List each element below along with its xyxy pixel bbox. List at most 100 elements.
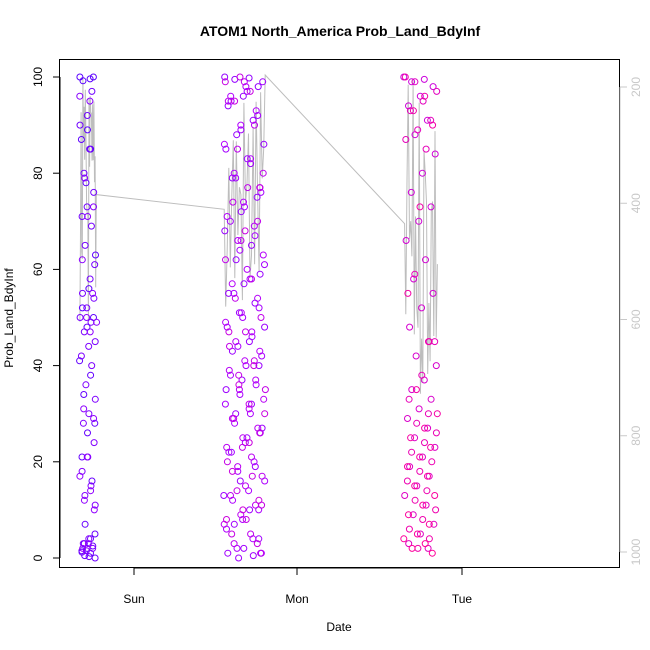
data-point <box>81 174 89 182</box>
data-point <box>233 131 241 139</box>
data-point <box>413 419 421 427</box>
data-point <box>248 453 255 461</box>
data-point <box>83 304 91 312</box>
data-point <box>428 458 436 466</box>
data-point <box>242 83 250 91</box>
data-point <box>258 472 266 480</box>
y-tick-label: 40 <box>31 359 45 373</box>
data-point <box>88 477 96 485</box>
data-point <box>85 285 93 293</box>
data-point <box>411 496 419 504</box>
data-point <box>245 400 253 408</box>
data-point <box>239 516 247 523</box>
y-tick-label: 60 <box>31 262 45 276</box>
data-point <box>227 371 234 379</box>
data-point <box>418 304 426 312</box>
data-point <box>243 155 251 163</box>
data-point <box>425 338 432 346</box>
data-point <box>240 544 248 552</box>
data-point <box>77 136 85 143</box>
data-point <box>80 169 88 177</box>
data-point <box>91 395 99 403</box>
data-point <box>246 410 254 418</box>
y2-axis: 200 400 600 800 1000 <box>619 77 643 565</box>
data-point <box>89 289 97 297</box>
data-point <box>76 92 84 100</box>
data-point <box>421 439 428 447</box>
data-point <box>237 121 245 129</box>
data-point <box>405 395 413 403</box>
data-point <box>408 448 416 456</box>
data-point <box>239 314 247 321</box>
data-point <box>414 544 422 552</box>
data-point <box>248 275 255 283</box>
data-point <box>237 237 245 244</box>
data-point <box>90 439 98 447</box>
data-point <box>425 520 433 528</box>
data-point <box>419 501 427 509</box>
data-point <box>221 78 229 86</box>
data-point <box>404 415 411 422</box>
data-point <box>409 107 417 115</box>
data-point <box>246 506 254 514</box>
data-point <box>222 386 230 394</box>
data-point <box>261 386 269 394</box>
data-point <box>244 184 252 192</box>
data-point <box>221 73 229 81</box>
data-point <box>240 78 248 86</box>
data-point <box>251 121 258 129</box>
data-point <box>76 357 84 365</box>
data-point <box>422 256 429 264</box>
data-point <box>235 371 243 379</box>
data-point <box>255 496 263 504</box>
data-point <box>80 496 88 504</box>
data-point <box>85 342 93 350</box>
data-point <box>254 83 262 91</box>
data-point <box>248 241 255 249</box>
data-point <box>247 155 255 163</box>
data-point <box>227 448 235 456</box>
data-point <box>231 97 239 105</box>
data-point <box>82 179 90 187</box>
data-point <box>415 405 423 413</box>
data-point <box>224 549 232 557</box>
data-point <box>427 443 435 451</box>
data-point <box>79 77 87 85</box>
data-point <box>87 371 95 379</box>
data-point <box>234 145 241 153</box>
trace-layer <box>79 73 438 394</box>
data-point <box>93 318 101 326</box>
data-point <box>230 540 238 548</box>
data-point <box>225 289 233 297</box>
data-point <box>413 482 421 490</box>
data-point <box>253 540 261 548</box>
data-point <box>86 145 94 153</box>
data-point <box>86 275 94 283</box>
y-axis: 0 20 40 60 80 100 <box>31 67 61 561</box>
data-point <box>239 434 247 442</box>
data-point <box>258 352 266 360</box>
data-point <box>234 463 242 471</box>
data-point <box>257 549 265 557</box>
data-point <box>77 352 85 360</box>
data-point <box>413 530 421 538</box>
data-point <box>416 467 424 475</box>
data-point <box>243 87 251 95</box>
data-point <box>248 333 256 341</box>
data-point <box>81 520 89 528</box>
data-point <box>432 506 440 514</box>
data-point <box>83 112 91 119</box>
data-point <box>257 314 265 321</box>
data-point <box>226 342 233 350</box>
data-point <box>422 501 430 509</box>
data-point <box>252 376 260 384</box>
data-point <box>253 193 261 201</box>
data-point <box>242 482 249 490</box>
data-point <box>91 419 99 427</box>
data-point <box>255 304 263 312</box>
data-point <box>228 530 236 538</box>
data-point <box>234 467 242 475</box>
data-point <box>227 97 235 105</box>
data-point <box>85 410 93 418</box>
